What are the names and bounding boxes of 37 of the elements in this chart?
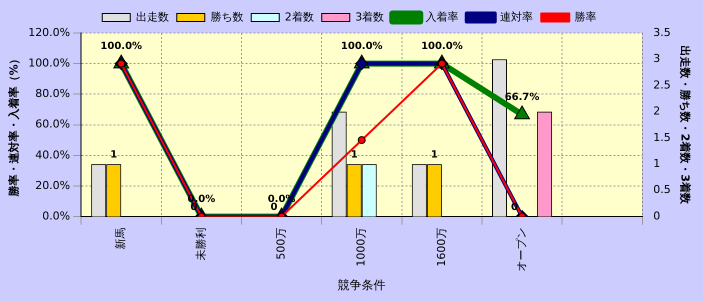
y-axis-title: 勝率・連対率・入着率（%） bbox=[7, 53, 20, 198]
data-label: 100.0% bbox=[421, 41, 463, 52]
data-label: 100.0% bbox=[340, 41, 383, 52]
data-label: 100.0% bbox=[100, 41, 142, 52]
legend-label: 連対率 bbox=[500, 10, 534, 24]
y2-tick-label: 1 bbox=[653, 157, 660, 170]
y2-tick-label: 2 bbox=[653, 104, 660, 118]
x-tick-label: 未勝利 bbox=[194, 228, 208, 261]
x-axis-title: 競争条件 bbox=[338, 278, 386, 292]
y-tick-label: 0.0% bbox=[42, 209, 70, 222]
data-label: 1 bbox=[110, 150, 118, 161]
y-tick-label: 40.0% bbox=[35, 148, 70, 162]
y-tick-label: 60.0% bbox=[35, 118, 70, 131]
y2-tick-label: 2.5 bbox=[653, 78, 671, 92]
y2-tick-label: 0.5 bbox=[653, 183, 671, 196]
y-tick-label: 20.0% bbox=[35, 178, 70, 192]
legend-label: 勝ち数 bbox=[210, 10, 244, 24]
x-tick-label: 1000万 bbox=[354, 228, 368, 267]
y2-tick-label: 1.5 bbox=[653, 130, 671, 144]
x-tick-label: 500万 bbox=[274, 228, 288, 260]
legend-label: 勝率 bbox=[574, 10, 597, 24]
y2-axis-title: 出走数・勝ち数・2着数・3着数 bbox=[678, 46, 692, 205]
legend-label: 入着率 bbox=[426, 10, 459, 24]
y-tick-label: 100.0% bbox=[28, 56, 70, 70]
legend-label: 出走数 bbox=[136, 10, 169, 24]
legend-label: 3着数 bbox=[355, 10, 384, 24]
y2-tick-label: 3 bbox=[653, 52, 660, 66]
y-tick-label: 80.0% bbox=[35, 87, 70, 100]
data-label: 1 bbox=[350, 150, 358, 161]
data-label: 1 bbox=[430, 150, 438, 161]
y-tick-label: 120.0% bbox=[28, 26, 70, 39]
y2-tick-label: 3.5 bbox=[653, 26, 671, 39]
y2-tick-label: 0 bbox=[653, 209, 660, 222]
x-tick-label: オープン bbox=[514, 228, 528, 272]
x-tick-label: 新馬 bbox=[114, 228, 128, 250]
x-tick-label: 1600万 bbox=[434, 228, 448, 267]
legend-label: 2着数 bbox=[284, 10, 314, 24]
